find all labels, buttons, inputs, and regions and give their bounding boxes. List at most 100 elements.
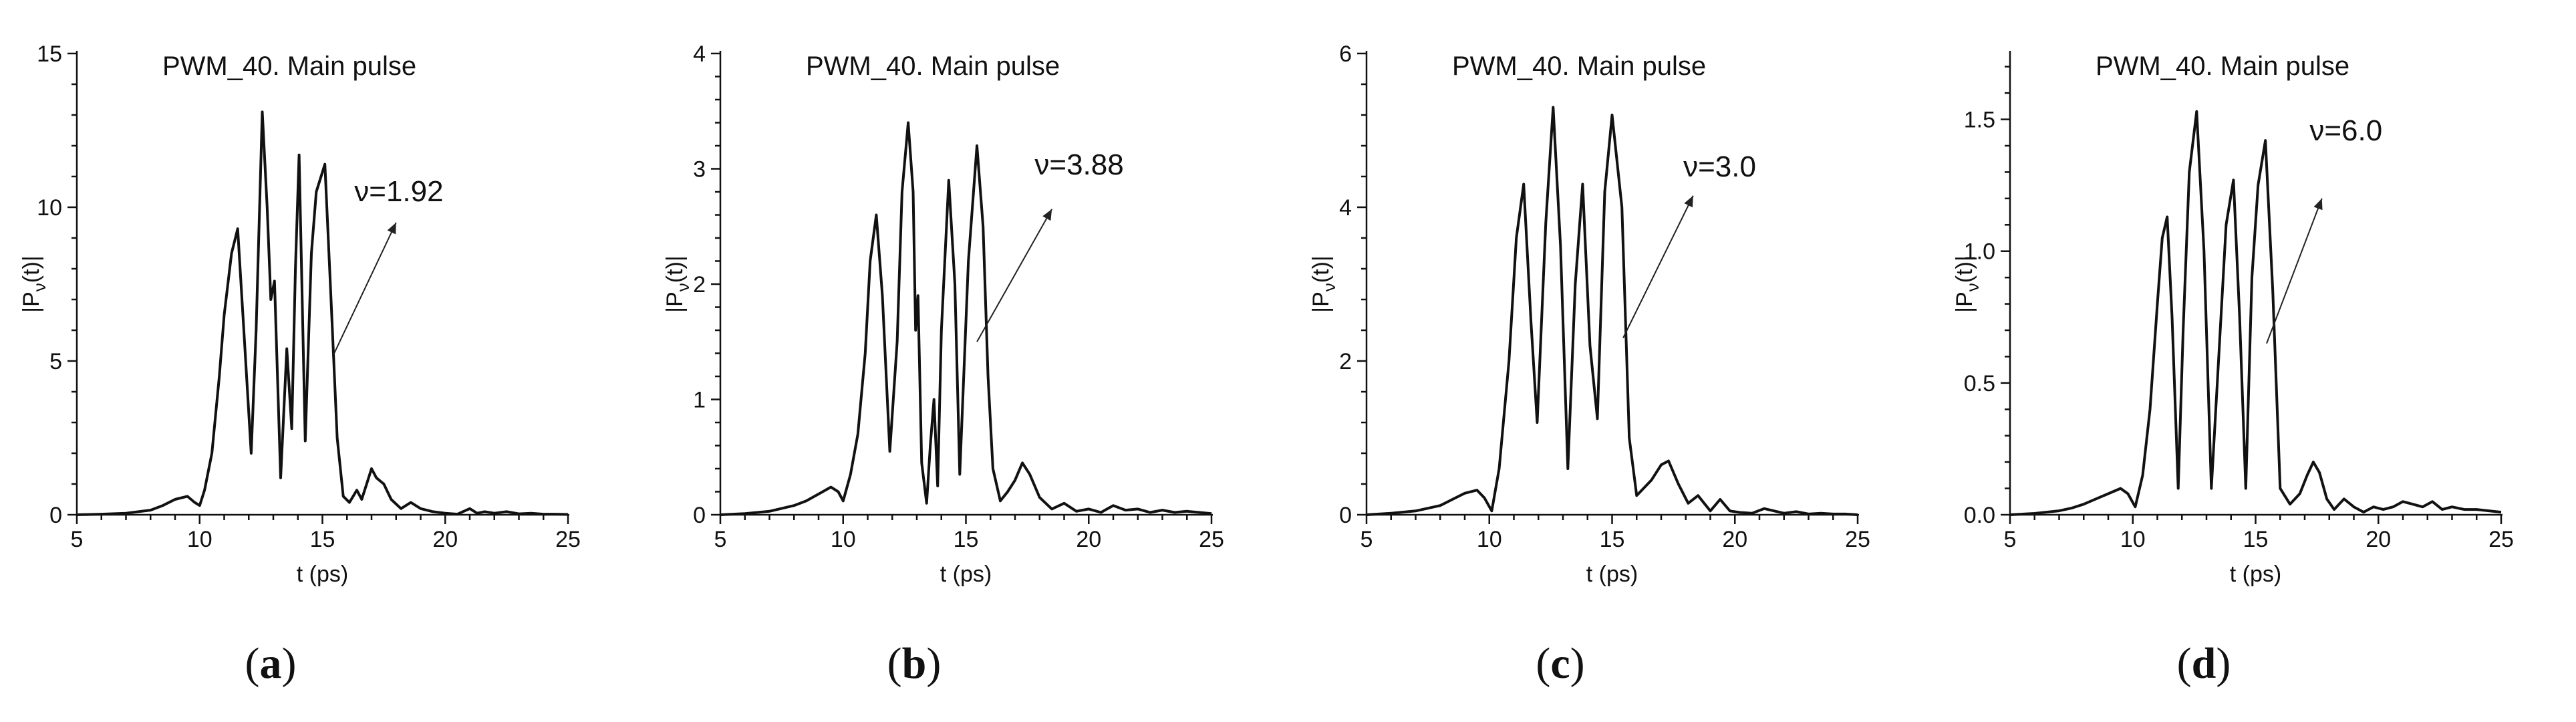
y-axis-title-main: |P bbox=[1308, 291, 1334, 313]
chart-panel-a: 5 10 15 20 25 0 5 10 15 t (ps) |Pν(t)| PWM_40. Main… bbox=[0, 0, 643, 722]
y-tick-label: 4 bbox=[1339, 195, 1352, 221]
y-tick-label: 10 bbox=[37, 195, 62, 221]
chart-title: PWM_40. Main pulse bbox=[2096, 51, 2349, 81]
y-axis-title-subscript: ν bbox=[1963, 283, 1983, 291]
x-tick-label: 20 bbox=[432, 527, 458, 552]
series-line bbox=[1366, 106, 1858, 516]
x-tick-label: 10 bbox=[2120, 527, 2146, 552]
x-tick-label: 25 bbox=[2488, 527, 2514, 552]
y-tick-label: 0 bbox=[693, 503, 706, 528]
x-axis-title: t (ps) bbox=[297, 562, 348, 587]
x-tick-label: 5 bbox=[714, 527, 727, 552]
annotation-arrow bbox=[2266, 198, 2323, 344]
y-axis-title-subscript: ν bbox=[1319, 283, 1339, 291]
caption-open-paren: ( bbox=[2176, 639, 2192, 688]
annotation-arrow bbox=[976, 209, 1052, 342]
annotation-arrowhead bbox=[387, 223, 396, 235]
caption-close-paren: ) bbox=[1570, 639, 1585, 688]
y-axis-title-main: |P bbox=[1952, 291, 1977, 313]
x-tick-label: 5 bbox=[2004, 527, 2017, 552]
y-axis-title-subscript: ν bbox=[673, 283, 693, 291]
x-tick-label: 10 bbox=[187, 527, 212, 552]
y-tick-label: 1 bbox=[693, 388, 706, 413]
x-tick-label: 15 bbox=[954, 527, 979, 552]
caption-close-paren: ) bbox=[926, 639, 942, 688]
caption-close-paren: ) bbox=[281, 639, 297, 688]
annotation-arrowhead bbox=[1042, 209, 1052, 221]
caption-open-paren: ( bbox=[887, 639, 902, 688]
x-tick-label: 25 bbox=[555, 527, 581, 552]
annotation-label: ν=3.0 bbox=[1683, 150, 1756, 183]
x-tick-label: 25 bbox=[1845, 527, 1870, 552]
chart-panel-b: 5 10 15 20 25 0 1 2 3 4 t (ps) |Pν(t)| PWM_40. Main … bbox=[643, 0, 1287, 722]
caption-close-paren: ) bbox=[2216, 639, 2231, 688]
y-axis-title: |Pν(t)| bbox=[19, 255, 49, 312]
caption-letter: a bbox=[259, 639, 282, 688]
series-line bbox=[76, 110, 569, 516]
caption-letter: b bbox=[901, 639, 927, 688]
caption-letter: c bbox=[1550, 639, 1570, 688]
x-tick-label: 15 bbox=[310, 527, 335, 552]
y-tick-label: 5 bbox=[49, 349, 62, 374]
y-tick-label: 2 bbox=[1339, 349, 1352, 374]
x-tick-label: 20 bbox=[2366, 527, 2391, 552]
series-line bbox=[2009, 110, 2502, 516]
caption-open-paren: ( bbox=[245, 639, 260, 688]
y-axis-title-tail: (t)| bbox=[1308, 255, 1334, 283]
y-axis-title-subscript: ν bbox=[29, 283, 49, 291]
y-tick-label: 1.0 bbox=[1964, 239, 1995, 265]
annotation-label: ν=3.88 bbox=[1034, 148, 1123, 181]
annotation-arrow bbox=[1622, 195, 1694, 338]
x-tick-label: 10 bbox=[831, 527, 856, 552]
y-axis-title-main: |P bbox=[662, 291, 688, 313]
chart-svg-b: 5 10 15 20 25 0 1 2 3 4 t (ps) |Pν(t)| PWM_40. Main … bbox=[662, 41, 1224, 587]
chart-panel-d: 5 10 15 20 25 0.0 0.5 1.0 1.5 t (ps) |Pν(t)| PWM_40… bbox=[1933, 0, 2576, 722]
y-axis-title-main: |P bbox=[19, 291, 44, 313]
y-tick-label: 3 bbox=[693, 157, 706, 183]
chart-title: PWM_40. Main pulse bbox=[162, 51, 416, 81]
series-line bbox=[720, 121, 1212, 516]
annotation-arrowhead bbox=[1684, 195, 1693, 208]
caption-letter: d bbox=[2191, 639, 2216, 688]
y-axis-title-tail: (t)| bbox=[1952, 255, 1977, 283]
panel-caption: (a) bbox=[231, 638, 311, 689]
x-tick-label: 5 bbox=[71, 527, 84, 552]
y-tick-label: 0.0 bbox=[1964, 503, 1995, 528]
y-axis-title-tail: (t)| bbox=[19, 255, 44, 283]
x-tick-label: 5 bbox=[1361, 527, 1373, 552]
y-axis-title: |Pν(t)| bbox=[1952, 255, 1983, 312]
chart-title: PWM_40. Main pulse bbox=[1452, 51, 1706, 81]
x-tick-label: 15 bbox=[1600, 527, 1625, 552]
y-tick-label: 6 bbox=[1339, 41, 1352, 67]
chart-title: PWM_40. Main pulse bbox=[806, 51, 1060, 81]
x-tick-label: 25 bbox=[1199, 527, 1224, 552]
y-axis-title-tail: (t)| bbox=[662, 255, 688, 283]
panel-caption: (c) bbox=[1520, 638, 1600, 689]
y-tick-label: 1.5 bbox=[1964, 108, 1995, 133]
x-tick-label: 10 bbox=[1477, 527, 1502, 552]
y-tick-label: 2 bbox=[693, 272, 706, 297]
x-tick-label: 20 bbox=[1722, 527, 1747, 552]
x-axis-title: t (ps) bbox=[1586, 562, 1638, 587]
x-tick-label: 20 bbox=[1076, 527, 1101, 552]
chart-svg-c: 5 10 15 20 25 0 2 4 6 t (ps) |Pν(t)| PWM_40. Main p… bbox=[1308, 41, 1870, 587]
panel-caption: (d) bbox=[2164, 638, 2244, 689]
chart-svg-d: 5 10 15 20 25 0.0 0.5 1.0 1.5 t (ps) |Pν(t)| PWM_40… bbox=[1952, 51, 2514, 587]
y-tick-label: 4 bbox=[693, 41, 706, 67]
annotation-arrowhead bbox=[2313, 198, 2323, 211]
annotation-label: ν=6.0 bbox=[2309, 114, 2382, 147]
y-tick-label: 0.5 bbox=[1964, 371, 1995, 396]
y-tick-label: 0 bbox=[1339, 503, 1352, 528]
caption-open-paren: ( bbox=[1536, 639, 1551, 688]
annotation-arrow bbox=[333, 222, 397, 356]
y-axis-title: |Pν(t)| bbox=[662, 255, 693, 312]
y-tick-label: 0 bbox=[49, 503, 62, 528]
x-axis-title: t (ps) bbox=[2230, 562, 2281, 587]
chart-panel-c: 5 10 15 20 25 0 2 4 6 t (ps) |Pν(t)| PWM_40. Main p… bbox=[1290, 0, 1933, 722]
x-tick-label: 15 bbox=[2243, 527, 2269, 552]
panel-caption: (b) bbox=[874, 638, 954, 689]
x-axis-title: t (ps) bbox=[940, 562, 992, 587]
y-axis-title: |Pν(t)| bbox=[1308, 255, 1339, 312]
